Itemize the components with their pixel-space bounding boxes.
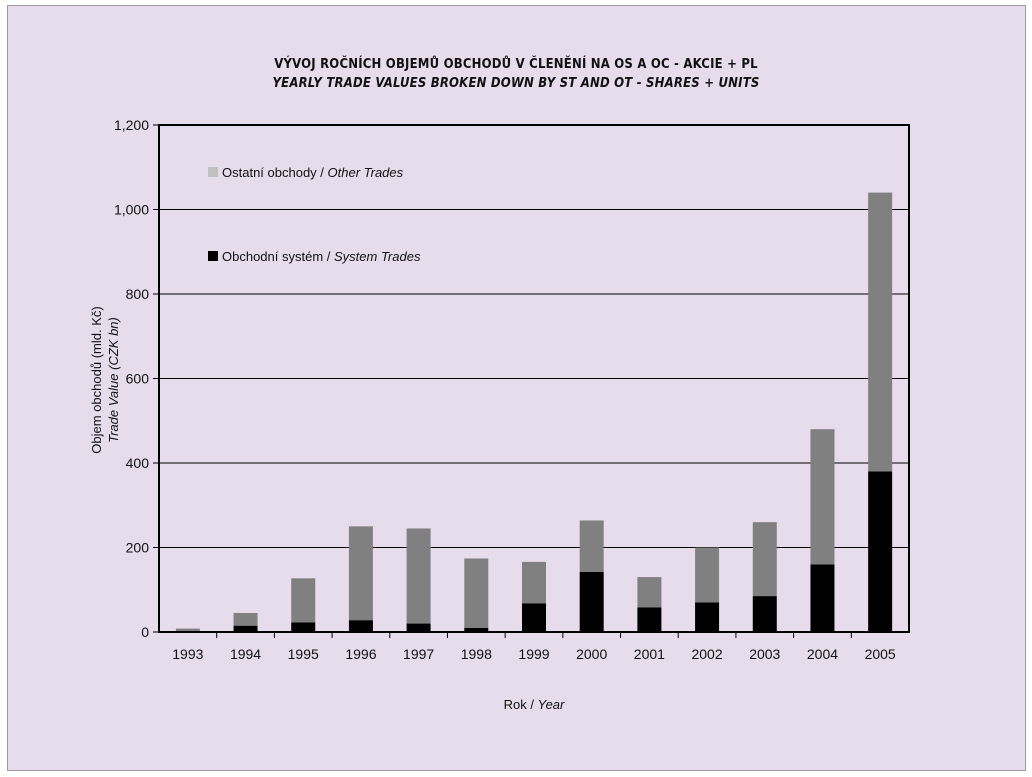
bar-system-trades bbox=[406, 623, 431, 632]
bar-system-trades bbox=[637, 607, 662, 632]
legend-other-sep: / bbox=[317, 165, 328, 180]
bar-system-trades bbox=[291, 622, 316, 632]
x-tick-label: 2000 bbox=[576, 646, 607, 662]
legend-other-en: Other Trades bbox=[328, 165, 404, 180]
bar-other-trades bbox=[637, 577, 662, 608]
bar-system-trades bbox=[233, 625, 258, 632]
bar-other-trades bbox=[175, 628, 200, 632]
x-tick-label: 1996 bbox=[345, 646, 376, 662]
legend-other-cz: Ostatní obchody bbox=[222, 165, 317, 180]
legend-system-cz: Obchodní systém bbox=[222, 249, 323, 264]
x-axis-label-en: Year bbox=[538, 697, 565, 712]
x-tick-label: 2001 bbox=[634, 646, 665, 662]
y-tick-label: 600 bbox=[126, 371, 150, 387]
legend-label-other-trades: Ostatní obchody / Other Trades bbox=[222, 165, 404, 180]
legend: Ostatní obchody / Other Trades Obchodní … bbox=[208, 165, 421, 264]
bar-other-trades bbox=[579, 520, 604, 573]
y-tick-label: 1,000 bbox=[114, 202, 149, 218]
chart-frame bbox=[7, 5, 1026, 771]
x-tick-label: 1997 bbox=[403, 646, 434, 662]
x-tick-label: 2005 bbox=[865, 646, 896, 662]
x-axis-label-cz: Rok bbox=[504, 697, 528, 712]
chart-title: VÝVOJ ROČNÍCH OBJEMŮ OBCHODŮ V ČLENĚNÍ N… bbox=[274, 57, 758, 72]
x-tick-label: 2002 bbox=[691, 646, 722, 662]
bar-other-trades bbox=[464, 558, 489, 628]
x-axis-label: Rok / Year bbox=[504, 697, 565, 712]
legend-system-en: System Trades bbox=[334, 249, 421, 264]
y-axis-label-en: Trade Value (CZK bn) bbox=[106, 317, 121, 443]
x-tick-label: 1995 bbox=[288, 646, 319, 662]
bar-other-trades bbox=[406, 528, 431, 624]
bar-system-trades bbox=[695, 602, 720, 632]
legend-swatch-other-trades bbox=[208, 167, 218, 177]
x-tick-label: 2004 bbox=[807, 646, 838, 662]
y-tick-label: 800 bbox=[126, 286, 150, 302]
y-axis-ticks: 0 200 400 600 800 1,000 1,200 bbox=[114, 117, 159, 640]
bars bbox=[175, 192, 893, 632]
x-tick-label: 1994 bbox=[230, 646, 261, 662]
bar-other-trades bbox=[348, 526, 373, 621]
bar-other-trades bbox=[752, 522, 777, 597]
bar-system-trades bbox=[579, 572, 604, 632]
y-axis-label-cz: Objem obchodů (mld. Kč) bbox=[89, 306, 104, 453]
x-tick-label: 1999 bbox=[518, 646, 549, 662]
y-tick-label: 1,200 bbox=[114, 117, 149, 133]
bar-other-trades bbox=[695, 547, 720, 603]
bar-other-trades bbox=[233, 612, 258, 626]
bar-system-trades bbox=[522, 603, 546, 632]
legend-label-system-trades: Obchodní systém / System Trades bbox=[222, 249, 421, 264]
legend-system-sep: / bbox=[323, 249, 334, 264]
legend-swatch-system-trades bbox=[208, 251, 218, 261]
bar-system-trades bbox=[868, 471, 893, 632]
bar-system-trades bbox=[810, 564, 835, 632]
x-tick-label: 2003 bbox=[749, 646, 780, 662]
x-axis-ticks: 1993 1994 1995 1996 1997 1998 1999 2000 2001 2002… bbox=[172, 632, 896, 662]
y-tick-label: 0 bbox=[141, 624, 149, 640]
bar-system-trades bbox=[752, 596, 777, 632]
gridlines bbox=[159, 209, 909, 548]
bar-system-trades bbox=[464, 627, 489, 632]
bar-other-trades bbox=[291, 578, 316, 623]
y-tick-label: 400 bbox=[126, 455, 150, 471]
bar-other-trades bbox=[810, 429, 835, 565]
bar-other-trades bbox=[522, 561, 546, 604]
x-tick-label: 1998 bbox=[461, 646, 492, 662]
bar-system-trades bbox=[348, 620, 373, 632]
bar-other-trades bbox=[868, 192, 893, 472]
x-axis-label-sep: / bbox=[527, 697, 538, 712]
y-tick-label: 200 bbox=[126, 540, 150, 556]
x-tick-label: 1993 bbox=[172, 646, 203, 662]
chart-subtitle: YEARLY TRADE VALUES BROKEN DOWN BY ST AN… bbox=[272, 76, 760, 91]
